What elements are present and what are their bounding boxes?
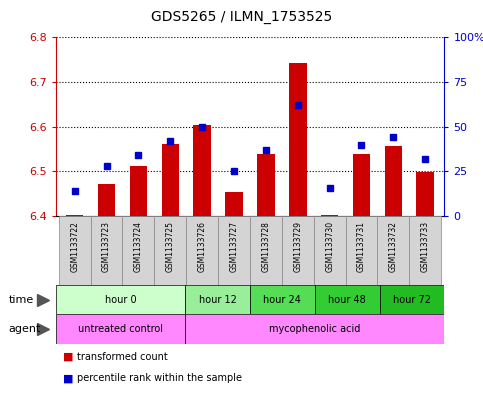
Text: GSM1133728: GSM1133728 bbox=[261, 221, 270, 272]
Bar bbox=[185, 314, 444, 344]
Bar bbox=[380, 285, 444, 314]
Bar bbox=[59, 216, 91, 285]
Text: GSM1133730: GSM1133730 bbox=[325, 221, 334, 272]
Bar bbox=[257, 154, 275, 216]
Bar bbox=[155, 216, 186, 285]
Text: time: time bbox=[9, 295, 34, 305]
Text: mycophenolic acid: mycophenolic acid bbox=[269, 324, 360, 334]
Bar bbox=[282, 216, 313, 285]
Bar bbox=[321, 215, 339, 216]
Text: untreated control: untreated control bbox=[78, 324, 163, 334]
Bar bbox=[377, 216, 409, 285]
Bar bbox=[353, 154, 370, 216]
Bar bbox=[91, 216, 123, 285]
Bar bbox=[250, 216, 282, 285]
Bar bbox=[315, 285, 380, 314]
Bar bbox=[161, 144, 179, 216]
Bar bbox=[56, 314, 185, 344]
Text: GSM1133729: GSM1133729 bbox=[293, 221, 302, 272]
Text: hour 24: hour 24 bbox=[263, 295, 301, 305]
Text: ■: ■ bbox=[63, 373, 73, 383]
Bar bbox=[193, 125, 211, 216]
Text: GSM1133726: GSM1133726 bbox=[198, 221, 207, 272]
Text: GSM1133732: GSM1133732 bbox=[389, 221, 398, 272]
Text: GSM1133731: GSM1133731 bbox=[357, 221, 366, 272]
Text: GSM1133725: GSM1133725 bbox=[166, 221, 175, 272]
Text: GSM1133733: GSM1133733 bbox=[421, 221, 430, 272]
Text: agent: agent bbox=[9, 324, 41, 334]
Text: percentile rank within the sample: percentile rank within the sample bbox=[77, 373, 242, 383]
Text: hour 72: hour 72 bbox=[393, 295, 431, 305]
Bar bbox=[185, 285, 250, 314]
Bar bbox=[313, 216, 345, 285]
Text: hour 0: hour 0 bbox=[104, 295, 136, 305]
Bar bbox=[56, 285, 185, 314]
Text: GSM1133722: GSM1133722 bbox=[70, 221, 79, 272]
Text: hour 48: hour 48 bbox=[328, 295, 366, 305]
Bar bbox=[225, 191, 243, 216]
Text: ■: ■ bbox=[63, 352, 73, 362]
Text: GDS5265 / ILMN_1753525: GDS5265 / ILMN_1753525 bbox=[151, 10, 332, 24]
Bar bbox=[123, 216, 155, 285]
Text: GSM1133724: GSM1133724 bbox=[134, 221, 143, 272]
Bar bbox=[416, 173, 434, 216]
Text: transformed count: transformed count bbox=[77, 352, 168, 362]
Bar bbox=[384, 145, 402, 216]
Bar bbox=[66, 215, 84, 216]
Bar bbox=[289, 63, 307, 216]
Bar bbox=[409, 216, 441, 285]
Bar bbox=[186, 216, 218, 285]
Bar bbox=[250, 285, 315, 314]
Bar bbox=[98, 184, 115, 216]
Bar bbox=[129, 166, 147, 216]
Bar bbox=[345, 216, 377, 285]
Text: GSM1133727: GSM1133727 bbox=[229, 221, 239, 272]
Text: hour 12: hour 12 bbox=[199, 295, 237, 305]
Bar bbox=[218, 216, 250, 285]
Text: GSM1133723: GSM1133723 bbox=[102, 221, 111, 272]
